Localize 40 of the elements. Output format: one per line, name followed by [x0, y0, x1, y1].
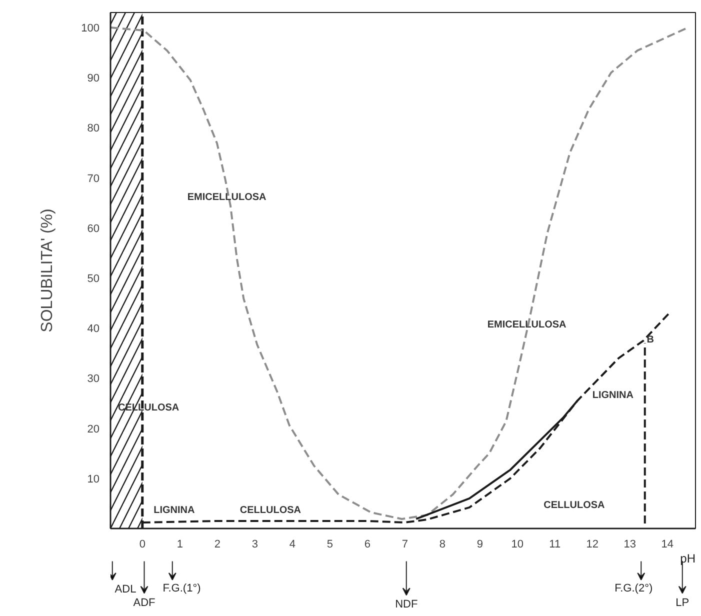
- x-tick-label: 5: [326, 538, 333, 550]
- x-tick-label: 2: [214, 538, 220, 550]
- annotation: CELLULOSA: [240, 504, 301, 516]
- x-tick-label: 13: [624, 538, 636, 550]
- x-tick-label: 0: [139, 538, 146, 550]
- x-tick-label: 10: [511, 538, 524, 550]
- x-tick-label: 9: [476, 538, 483, 550]
- x-tick-label: 3: [252, 538, 258, 550]
- annotation: CELLULOSA: [544, 500, 605, 511]
- annotation: B: [646, 334, 654, 346]
- text: F.G.(2°): [614, 582, 653, 595]
- text: ADL: [114, 584, 136, 596]
- x-tick-label: 11: [549, 538, 561, 550]
- x-axis-title: pH: [680, 551, 696, 566]
- x-tick-label: 12: [586, 538, 599, 550]
- x-tick-label: 14: [661, 538, 674, 550]
- text: LP: [676, 596, 690, 609]
- y-tick-label: 100: [81, 22, 100, 35]
- y-tick-label: 10: [87, 473, 100, 486]
- annotation: EMICELLULOSA: [487, 320, 566, 331]
- x-tick-label: 7: [402, 538, 408, 550]
- y-tick-label: 60: [87, 222, 100, 235]
- y-tick-label: 20: [87, 423, 100, 436]
- x-tick-label: 6: [364, 538, 370, 550]
- text: NDF: [395, 598, 418, 611]
- x-tick-label: 4: [289, 538, 296, 550]
- y-tick-label: 50: [87, 273, 100, 286]
- y-axis-title: SOLUBILITA' (%): [39, 208, 56, 332]
- y-tick-label: 30: [87, 373, 100, 386]
- x-tick-label: 1: [176, 538, 183, 550]
- y-tick-label: 90: [87, 72, 100, 85]
- y-tick-label: 70: [87, 172, 100, 185]
- annotation: EMICELLULOSA: [187, 192, 266, 203]
- y-tick-label: 80: [87, 122, 100, 135]
- x-tick-label: 8: [439, 538, 446, 550]
- text: ADF: [133, 596, 156, 609]
- y-tick-label: 40: [87, 323, 100, 336]
- annotation: LIGNINA: [592, 390, 634, 401]
- annotation: LIGNINA: [154, 504, 195, 516]
- text: F.G.(1°): [162, 582, 201, 595]
